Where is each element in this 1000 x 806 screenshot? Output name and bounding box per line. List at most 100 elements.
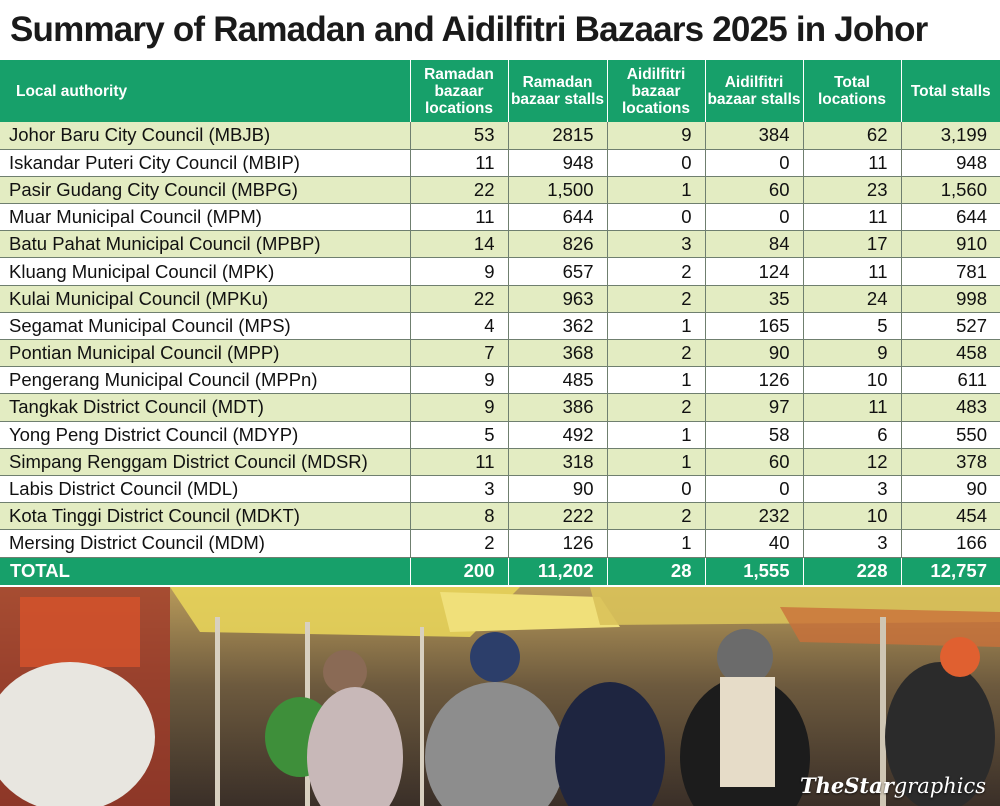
value-cell: 378 bbox=[901, 448, 1000, 476]
value-cell: 368 bbox=[508, 339, 608, 368]
value-cell: 9 bbox=[803, 339, 902, 368]
value-cell: 126 bbox=[705, 366, 804, 395]
total-cell: 11,202 bbox=[508, 557, 608, 585]
table-row: Johor Baru City Council (MBJB) 53 2815 9 384… bbox=[0, 122, 1000, 150]
value-cell: 0 bbox=[705, 203, 804, 232]
value-cell: 222 bbox=[508, 502, 608, 531]
column-header: Total stalls bbox=[901, 60, 1000, 122]
chart-title: Summary of Ramadan and Aidilfitri Bazaar… bbox=[10, 10, 928, 49]
value-cell: 11 bbox=[410, 203, 509, 232]
table-row: Segamat Municipal Council (MPS) 4 362 1 165 5… bbox=[0, 312, 1000, 341]
table-row: Pontian Municipal Council (MPP) 7 368 2 90 9 4… bbox=[0, 339, 1000, 368]
value-cell: 1 bbox=[607, 312, 706, 341]
value-cell: 611 bbox=[901, 366, 1000, 395]
table-row: Labis District Council (MDL) 3 90 0 0 3 90 bbox=[0, 475, 1000, 504]
value-cell: 10 bbox=[803, 366, 902, 395]
value-cell: 166 bbox=[901, 529, 1000, 558]
value-cell: 3 bbox=[410, 475, 509, 504]
authority-name-cell: Kluang Municipal Council (MPK) bbox=[0, 257, 411, 286]
value-cell: 7 bbox=[410, 339, 509, 368]
value-cell: 6 bbox=[803, 421, 902, 449]
value-cell: 9 bbox=[607, 122, 706, 150]
value-cell: 4 bbox=[410, 312, 509, 341]
bazaar-photo: TheStargraphics bbox=[0, 587, 1000, 806]
value-cell: 60 bbox=[705, 448, 804, 476]
column-header: Aidilfitri bazaar locations bbox=[607, 60, 706, 122]
value-cell: 3 bbox=[803, 475, 902, 504]
value-cell: 485 bbox=[508, 366, 608, 395]
value-cell: 0 bbox=[607, 149, 706, 177]
authority-name-cell: Yong Peng District Council (MDYP) bbox=[0, 421, 411, 449]
authority-name-cell: Batu Pahat Municipal Council (MPBP) bbox=[0, 230, 411, 259]
value-cell: 17 bbox=[803, 230, 902, 259]
total-cell: 200 bbox=[410, 557, 509, 585]
table-row: Kota Tinggi District Council (MDKT) 8 222 2… bbox=[0, 502, 1000, 531]
total-cell: 1,555 bbox=[705, 557, 804, 585]
value-cell: 644 bbox=[901, 203, 1000, 232]
column-header: Ramadan bazaar locations bbox=[410, 60, 509, 122]
value-cell: 0 bbox=[705, 475, 804, 504]
value-cell: 12 bbox=[803, 448, 902, 476]
column-header: Local authority bbox=[0, 60, 411, 122]
value-cell: 9 bbox=[410, 257, 509, 286]
table-row: Iskandar Puteri City Council (MBIP) 11 948… bbox=[0, 149, 1000, 177]
total-row: TOTAL 200 11,202 28 1,555 228 12,757 bbox=[0, 557, 1000, 585]
value-cell: 826 bbox=[508, 230, 608, 259]
value-cell: 90 bbox=[508, 475, 608, 504]
value-cell: 386 bbox=[508, 393, 608, 422]
value-cell: 10 bbox=[803, 502, 902, 531]
value-cell: 22 bbox=[410, 285, 509, 313]
value-cell: 126 bbox=[508, 529, 608, 558]
value-cell: 11 bbox=[803, 393, 902, 422]
value-cell: 11 bbox=[410, 448, 509, 476]
value-cell: 2 bbox=[607, 257, 706, 286]
authority-name-cell: Muar Municipal Council (MPM) bbox=[0, 203, 411, 232]
value-cell: 1,560 bbox=[901, 176, 1000, 205]
value-cell: 58 bbox=[705, 421, 804, 449]
value-cell: 5 bbox=[410, 421, 509, 449]
authority-name-cell: Kota Tinggi District Council (MDKT) bbox=[0, 502, 411, 531]
value-cell: 5 bbox=[803, 312, 902, 341]
value-cell: 1 bbox=[607, 366, 706, 395]
value-cell: 90 bbox=[705, 339, 804, 368]
value-cell: 11 bbox=[803, 149, 902, 177]
value-cell: 84 bbox=[705, 230, 804, 259]
authority-name-cell: Pasir Gudang City Council (MBPG) bbox=[0, 176, 411, 205]
table-row: Simpang Renggam District Council (MDSR) 1… bbox=[0, 448, 1000, 476]
value-cell: 40 bbox=[705, 529, 804, 558]
value-cell: 2 bbox=[410, 529, 509, 558]
value-cell: 362 bbox=[508, 312, 608, 341]
value-cell: 14 bbox=[410, 230, 509, 259]
value-cell: 2815 bbox=[508, 122, 608, 150]
value-cell: 1 bbox=[607, 176, 706, 205]
value-cell: 0 bbox=[607, 475, 706, 504]
column-header: Aidilfitri bazaar stalls bbox=[705, 60, 804, 122]
value-cell: 9 bbox=[410, 393, 509, 422]
table-body: Johor Baru City Council (MBJB) 53 2815 9 384… bbox=[0, 122, 1000, 558]
value-cell: 23 bbox=[803, 176, 902, 205]
value-cell: 0 bbox=[607, 203, 706, 232]
value-cell: 657 bbox=[508, 257, 608, 286]
value-cell: 3,199 bbox=[901, 122, 1000, 150]
table-row: Mersing District Council (MDM) 2 126 1 40 3 16… bbox=[0, 529, 1000, 558]
value-cell: 384 bbox=[705, 122, 804, 150]
value-cell: 963 bbox=[508, 285, 608, 313]
value-cell: 35 bbox=[705, 285, 804, 313]
value-cell: 24 bbox=[803, 285, 902, 313]
value-cell: 11 bbox=[803, 203, 902, 232]
value-cell: 2 bbox=[607, 285, 706, 313]
authority-name-cell: Labis District Council (MDL) bbox=[0, 475, 411, 504]
authority-name-cell: Pontian Municipal Council (MPP) bbox=[0, 339, 411, 368]
value-cell: 458 bbox=[901, 339, 1000, 368]
header-row: Local authority Ramadan bazaar locations… bbox=[0, 60, 1000, 122]
authority-name-cell: Segamat Municipal Council (MPS) bbox=[0, 312, 411, 341]
authority-name-cell: Mersing District Council (MDM) bbox=[0, 529, 411, 558]
value-cell: 644 bbox=[508, 203, 608, 232]
table-row: Pengerang Municipal Council (MPPn) 9 485 1 1… bbox=[0, 366, 1000, 395]
summary-table: Local authority Ramadan bazaar locations… bbox=[0, 60, 1000, 585]
table-row: Kulai Municipal Council (MPKu) 22 963 2 35 24… bbox=[0, 285, 1000, 313]
value-cell: 318 bbox=[508, 448, 608, 476]
value-cell: 0 bbox=[705, 149, 804, 177]
total-label: TOTAL bbox=[0, 557, 411, 585]
value-cell: 948 bbox=[508, 149, 608, 177]
